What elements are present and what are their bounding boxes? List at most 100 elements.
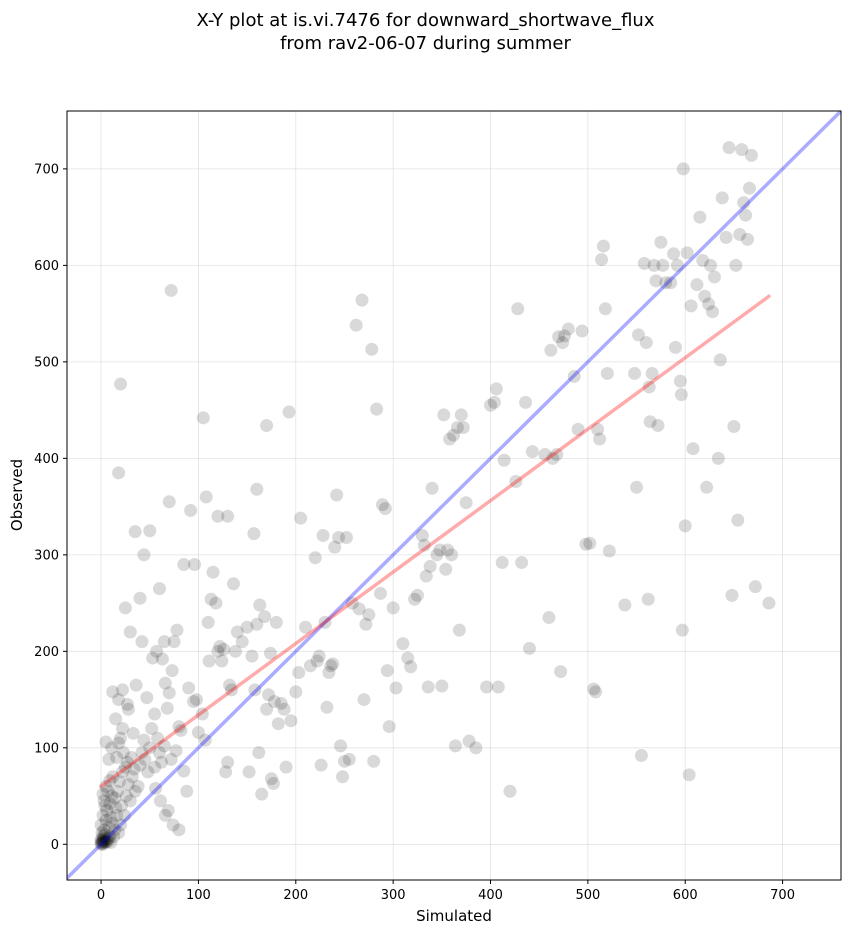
y-tick-label: 200 (34, 645, 59, 660)
data-point (137, 548, 151, 562)
data-point (135, 635, 149, 649)
data-point (247, 527, 261, 541)
data-point (115, 765, 129, 779)
data-point (96, 837, 110, 851)
data-point (153, 794, 167, 808)
data-point (174, 723, 188, 737)
data-point (489, 382, 503, 396)
data-point (522, 641, 536, 655)
data-point (641, 592, 655, 606)
data-point (639, 336, 653, 350)
data-point (95, 833, 109, 847)
data-point (260, 702, 274, 716)
data-point (762, 596, 776, 610)
data-point (396, 637, 410, 651)
data-point (99, 735, 113, 749)
data-point (167, 635, 181, 649)
data-point (415, 529, 429, 543)
data-point (104, 835, 118, 849)
data-point (645, 366, 659, 380)
data-point (469, 741, 483, 755)
data-point (678, 519, 692, 533)
data-point (693, 210, 707, 224)
data-point (598, 302, 612, 316)
data-point (184, 503, 198, 517)
data-point (219, 765, 233, 779)
data-point (274, 696, 288, 710)
fit-line (99, 294, 771, 789)
data-point (149, 781, 163, 795)
data-point (674, 388, 688, 402)
data-point (133, 758, 147, 772)
data-point (188, 557, 202, 571)
data-point (659, 276, 673, 290)
data-point (544, 343, 558, 357)
data-point (198, 733, 212, 747)
data-point (146, 651, 160, 665)
data-point (97, 823, 111, 837)
data-point (342, 752, 356, 766)
data-point (213, 640, 227, 654)
data-point (704, 258, 718, 272)
data-point (552, 330, 566, 344)
data-point (112, 736, 126, 750)
data-point (380, 664, 394, 678)
data-point (101, 834, 115, 848)
data-point (289, 685, 303, 699)
data-point (123, 794, 137, 808)
data-point (707, 270, 721, 284)
data-point (99, 779, 113, 793)
data-point (316, 529, 330, 543)
data-point (172, 823, 186, 837)
data-point (651, 419, 665, 433)
data-point (99, 835, 113, 849)
data-point (95, 826, 109, 840)
data-point (312, 649, 326, 663)
data-point (649, 274, 663, 288)
data-point (105, 789, 119, 803)
data-point (180, 784, 194, 798)
data-point (271, 717, 285, 731)
y-tick-label: 500 (34, 355, 59, 370)
data-point (255, 787, 269, 801)
data-point (279, 760, 293, 774)
data-point (248, 683, 262, 697)
data-point (404, 660, 418, 674)
data-point (97, 832, 111, 846)
data-point (148, 760, 162, 774)
data-point (447, 428, 461, 442)
data-point (105, 741, 119, 755)
data-point (664, 276, 678, 290)
data-point (162, 686, 176, 700)
data-point (160, 701, 174, 715)
data-point (594, 253, 608, 267)
data-point (250, 482, 264, 496)
data-point (357, 693, 371, 707)
data-point (324, 659, 338, 673)
data-point (682, 768, 696, 782)
data-point (456, 420, 470, 434)
data-point (480, 680, 494, 694)
data-point (591, 422, 605, 436)
data-point (647, 258, 661, 272)
data-point (204, 592, 218, 606)
data-point (143, 524, 157, 538)
data-point (320, 700, 334, 714)
data-point (497, 453, 511, 467)
data-point (575, 324, 589, 338)
data-point (654, 235, 668, 249)
data-point (258, 610, 272, 624)
data-point (292, 666, 306, 680)
data-point (680, 246, 694, 260)
data-point (100, 804, 114, 818)
data-point (729, 258, 743, 272)
data-point (114, 377, 128, 391)
data-point (503, 784, 517, 798)
data-point (135, 746, 149, 760)
data-point (253, 598, 267, 612)
data-point (169, 744, 183, 758)
data-point (731, 513, 745, 527)
data-point (211, 644, 225, 658)
data-point (410, 588, 424, 602)
data-point (491, 680, 505, 694)
